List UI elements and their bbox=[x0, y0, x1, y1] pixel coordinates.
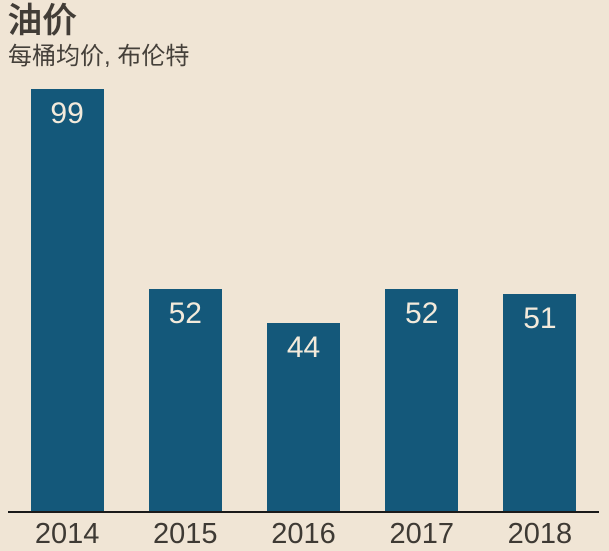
bar-column-2014: 99 bbox=[8, 89, 126, 511]
bar-column-2018: 51 bbox=[481, 294, 599, 511]
chart-title: 油价 bbox=[8, 2, 77, 40]
bar-column-2017: 52 bbox=[363, 289, 481, 511]
x-tick-label-2018: 2018 bbox=[507, 518, 573, 550]
bar-2018: 51 bbox=[503, 294, 577, 511]
x-axis-labels: 2014 2015 2016 2017 2018 bbox=[8, 518, 599, 551]
bar-2014: 99 bbox=[30, 89, 104, 511]
x-tick-label-2015: 2015 bbox=[153, 518, 218, 550]
bar-2016: 44 bbox=[267, 323, 340, 511]
chart-header: 油价 每桶均价, 布伦特 bbox=[8, 0, 189, 72]
bar-value-label-2018: 51 bbox=[523, 302, 557, 335]
bar-value-label-2016: 44 bbox=[286, 331, 321, 364]
bars-container: 99 52 44 52 51 bbox=[8, 88, 599, 511]
chart-subtitle: 每桶均价, 布伦特 bbox=[8, 43, 190, 70]
bar-2015: 52 bbox=[148, 289, 222, 511]
x-tick-label-2014: 2014 bbox=[34, 518, 100, 550]
bar-column-2016: 44 bbox=[244, 323, 362, 511]
x-tick-label-2016: 2016 bbox=[271, 518, 336, 550]
x-axis-line bbox=[8, 511, 599, 513]
bar-plot-area: 99 52 44 52 51 bbox=[8, 88, 599, 551]
x-tick-label-2017: 2017 bbox=[389, 518, 454, 550]
bar-value-label-2017: 52 bbox=[405, 297, 439, 330]
bar-value-label-2015: 52 bbox=[168, 297, 202, 330]
bar-value-label-2014: 99 bbox=[50, 97, 84, 130]
bar-column-2015: 52 bbox=[126, 289, 244, 511]
bar-2017: 52 bbox=[385, 289, 459, 511]
